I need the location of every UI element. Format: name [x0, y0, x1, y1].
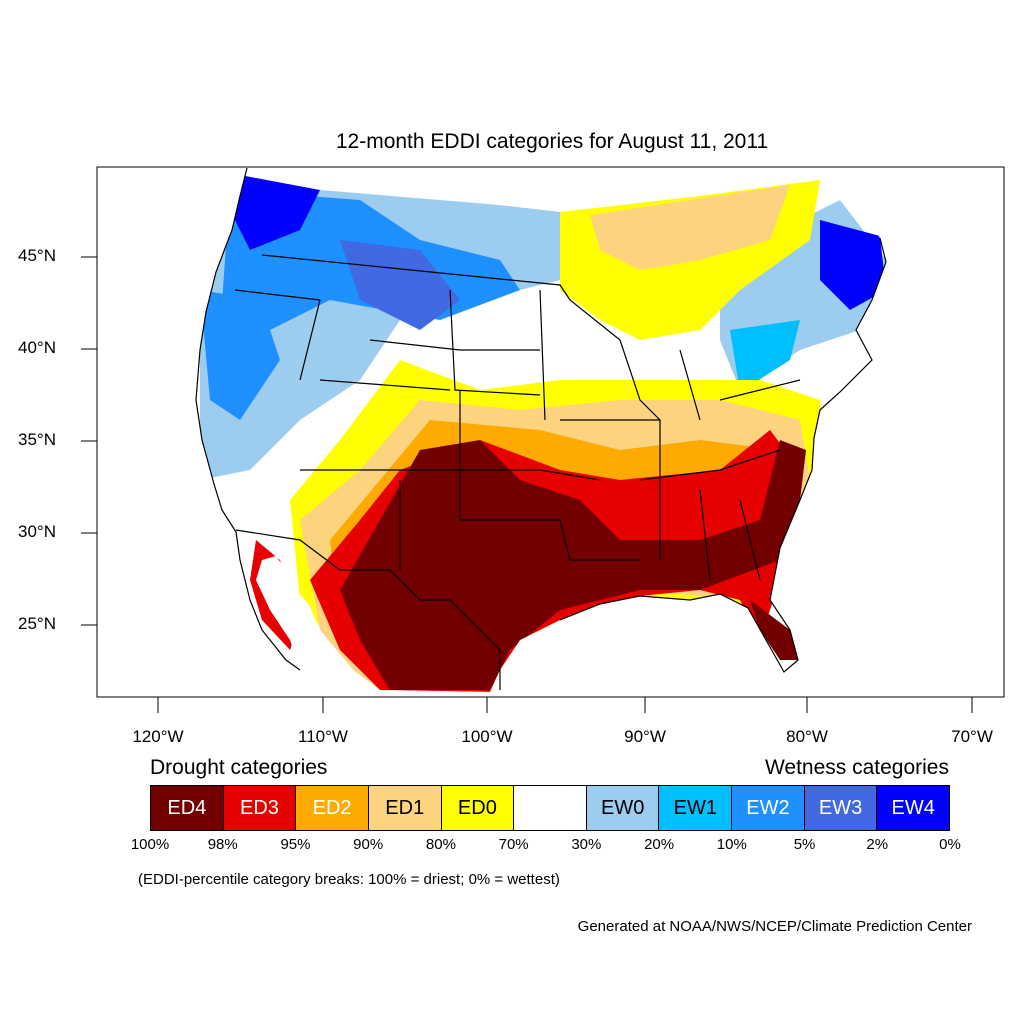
lon-label: 80°W — [786, 727, 828, 746]
legend-cell: ED0 — [441, 786, 515, 830]
legend-break-label: 90% — [353, 836, 384, 853]
eddi-field — [196, 168, 886, 692]
legend-break-label: 100% — [130, 836, 170, 853]
lat-label: 45°N — [18, 246, 56, 265]
legend-break-label: 98% — [207, 836, 238, 853]
legend-break-label: 5% — [793, 836, 816, 853]
lat-label: 25°N — [18, 614, 56, 633]
legend-cell: EW4 — [877, 786, 950, 830]
legend-cell: ED4 — [151, 786, 224, 830]
lon-label: 90°W — [624, 727, 666, 746]
legend-cell: ED3 — [223, 786, 297, 830]
credit: Generated at NOAA/NWS/NCEP/Climate Predi… — [577, 918, 972, 935]
legend-break-label: 30% — [571, 836, 602, 853]
wetness-heading: Wetness categories — [764, 756, 949, 779]
lat-label: 35°N — [18, 430, 56, 449]
legend-break-label: 80% — [425, 836, 456, 853]
legend-break-label: 70% — [498, 836, 529, 853]
drought-heading: Drought categories — [150, 756, 328, 779]
page-title: 12-month EDDI categories for August 11, … — [335, 130, 769, 153]
legend-cell: ED1 — [368, 786, 442, 830]
legend-cell: EW0 — [586, 786, 660, 830]
lat-label: 30°N — [18, 522, 56, 541]
legend-break-label: 0% — [939, 836, 961, 853]
footnote: (EDDI-percentile category breaks: 100% =… — [138, 871, 560, 888]
legend-cell — [514, 786, 587, 830]
legend-break-label: 2% — [866, 836, 889, 853]
lon-label: 100°W — [461, 727, 513, 746]
legend-break-label: 10% — [716, 836, 747, 853]
legend-break-label: 20% — [644, 836, 675, 853]
legend-cell: EW3 — [804, 786, 878, 830]
legend-break-label: 95% — [280, 836, 311, 853]
legend-bar: ED4 ED3 ED2 ED1 ED0 EW0 EW1 EW2 EW3 EW4 — [150, 785, 950, 831]
legend-cell: ED2 — [296, 786, 369, 830]
legend-cell: EW1 — [659, 786, 733, 830]
lon-label: 110°W — [298, 727, 348, 746]
lon-label: 70°W — [951, 727, 993, 746]
lat-label: 40°N — [18, 338, 56, 357]
boundaries — [195, 167, 887, 690]
lon-label: 120°W — [132, 727, 184, 746]
legend-cell: EW2 — [732, 786, 805, 830]
